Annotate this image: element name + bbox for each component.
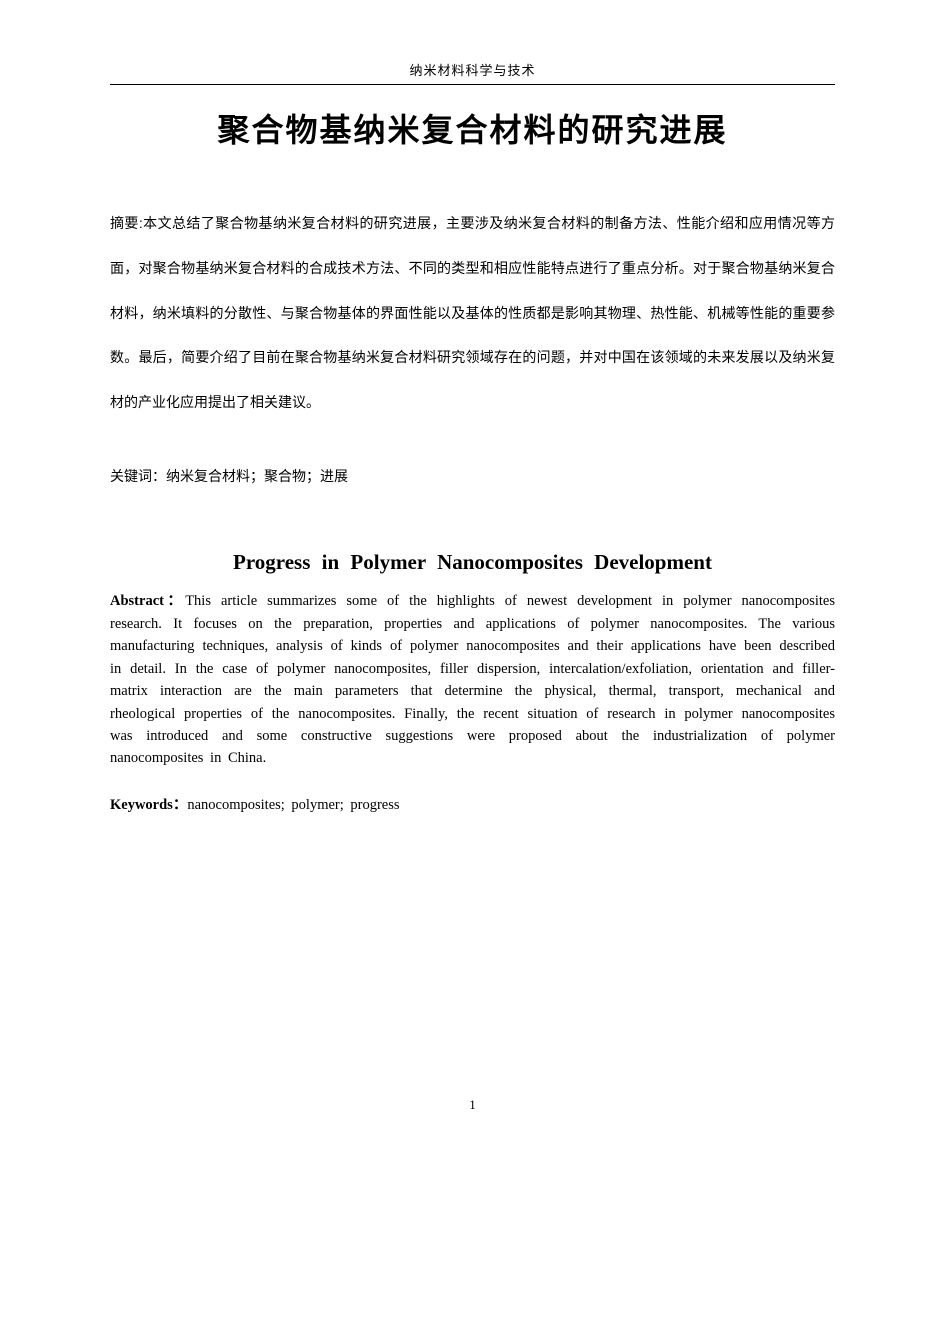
abstract-cn-label: 摘要: [110, 215, 143, 231]
keywords-cn-label: 关键词： [110, 470, 166, 485]
title-english: Progress in Polymer Nanocomposites Devel… [110, 550, 835, 575]
abstract-en-label: Abstract： [110, 593, 185, 609]
title-chinese: 聚合物基纳米复合材料的研究进展 [110, 105, 835, 151]
page-number: 1 [110, 1097, 835, 1113]
keywords-cn-text: 纳米复合材料；聚合物；进展 [166, 470, 348, 485]
keywords-chinese: 关键词：纳米复合材料；聚合物；进展 [110, 465, 835, 490]
abstract-en-text: This article summarizes some of the high… [110, 593, 835, 766]
keywords-english: Keywords：nanocomposites; polymer; progre… [110, 795, 835, 817]
abstract-cn-text: 本文总结了聚合物基纳米复合材料的研究进展，主要涉及纳米复合材料的制备方法、性能介… [110, 217, 835, 411]
keywords-en-label: Keywords： [110, 797, 187, 813]
page-header: 纳米材料科学与技术 [110, 60, 835, 85]
abstract-english: Abstract：This article summarizes some of… [110, 590, 835, 770]
abstract-chinese: 摘要:本文总结了聚合物基纳米复合材料的研究进展，主要涉及纳米复合材料的制备方法、… [110, 201, 835, 427]
keywords-en-text: nanocomposites; polymer; progress [187, 797, 399, 813]
